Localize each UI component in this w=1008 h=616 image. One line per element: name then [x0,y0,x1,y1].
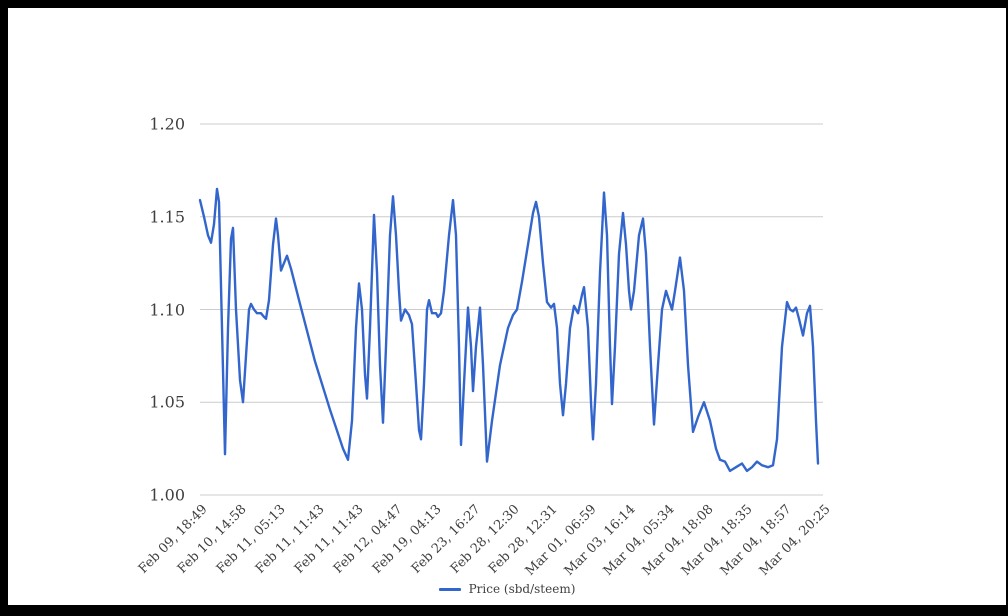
y-axis-tick-label: 1.05 [149,392,185,412]
legend-label: Price (sbd/steem) [468,582,576,596]
y-axis-tick-label: 1.00 [149,485,185,505]
price-line [198,187,820,473]
y-axis-tick-label: 1.10 [149,300,185,319]
legend-line-marker [438,587,461,591]
y-axis-tick-label: 1.20 [149,114,185,134]
y-axis-tick-label: 1.15 [149,207,185,227]
price-chart: 1.20 1.15 1.10 1.05 1.00 Feb 09, 18:49 Feb 10… [8,8,1006,605]
legend: Price (sbd/steem) [8,582,1006,596]
chart-canvas[interactable] [8,8,1006,605]
